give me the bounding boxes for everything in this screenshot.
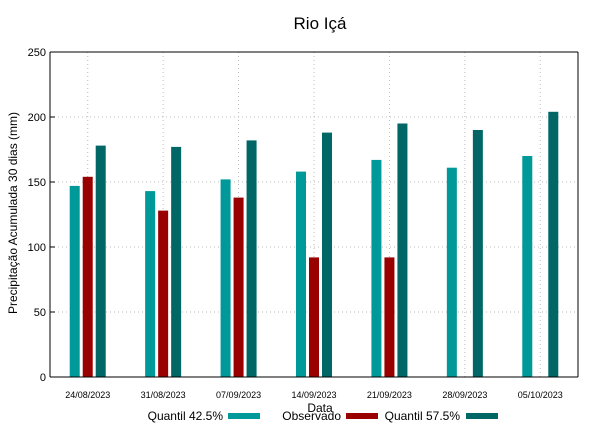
bar-observado [82,176,93,377]
bar-observado [158,210,169,377]
x-tick-label: 14/09/2023 [291,390,336,400]
bar-quantil-57 [95,145,106,377]
bar-quantil-42 [296,171,306,377]
y-tick-label: 50 [34,307,46,319]
bars-group [69,111,559,378]
legend-swatch [228,413,260,419]
bar-quantil-57 [472,130,483,377]
bar-quantil-42 [371,159,382,377]
bar-observado [384,257,395,377]
x-tick-label: 07/09/2023 [216,390,261,400]
y-tick-label: 250 [28,47,46,59]
legend-label: Quantil 57.5% [385,409,461,423]
x-tick-label: 21/09/2023 [367,390,412,400]
legend-label: Quantil 42.5% [148,409,224,423]
y-tick-label: 200 [28,112,46,124]
bar-observado [309,257,319,377]
legend: Quantil 42.5% Observado Quantil 57.5% [148,409,498,423]
legend-swatch [466,413,498,419]
x-tick-label: 05/10/2023 [518,390,563,400]
bar-quantil-57 [548,111,559,378]
bar-quantil-57 [171,146,182,377]
bar-quantil-42 [446,167,457,377]
bar-quantil-42 [145,191,156,377]
bar-quantil-57 [322,132,332,377]
chart-title: Rio Içá [294,14,347,33]
y-tick-label: 0 [40,372,46,384]
legend-swatch [346,413,378,419]
y-tick-label: 100 [28,242,46,254]
bar-quantil-42 [220,179,231,377]
bar-quantil-57 [246,140,257,377]
y-tick-label: 150 [28,177,46,189]
x-axis-label: Data [307,401,333,415]
y-axis-label: Precipitação Acumulada 30 dias (mm) [6,112,20,314]
bar-quantil-57 [397,123,408,377]
bar-quantil-42 [69,185,80,377]
legend-label: Observado [282,409,341,423]
tick-labels-group: 0 50 100 150 200 250 24/08/2023 31/08/2023 07/09… [28,47,563,400]
bar-quantil-42 [522,156,533,377]
x-tick-label: 31/08/2023 [141,390,186,400]
x-tick-label: 28/09/2023 [442,390,487,400]
bar-observado [233,197,244,377]
axes-group [49,51,579,378]
x-tick-label: 24/08/2023 [65,390,110,400]
